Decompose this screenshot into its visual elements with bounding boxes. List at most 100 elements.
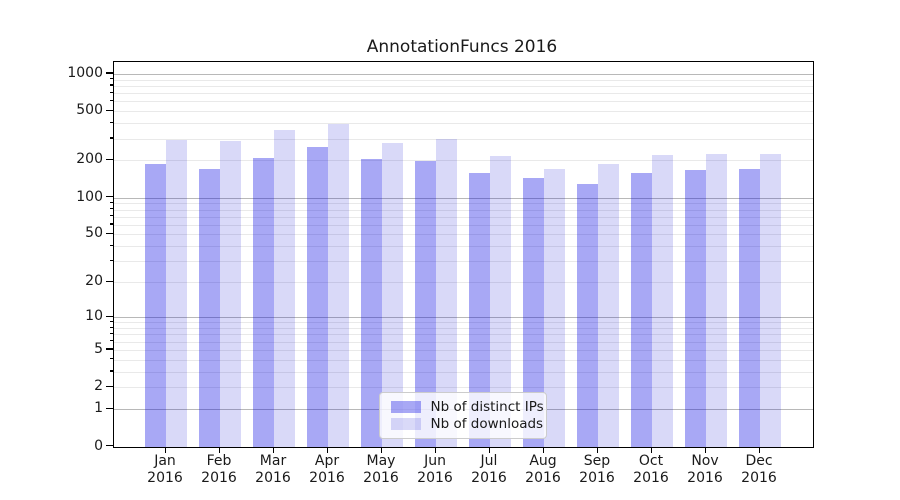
xtick-mark (218, 446, 220, 453)
xtick-mark (650, 446, 652, 453)
ytick-label-20: 20 (85, 273, 103, 290)
xtick-label-sep: Sep 2016 (579, 453, 615, 486)
xtick-label-aug: Aug 2016 (525, 453, 561, 486)
legend-label-distinct-ips: Nb of distinct IPs (430, 398, 544, 415)
ytick-mark (106, 158, 113, 161)
legend-item-downloads: Nb of downloads (390, 416, 543, 432)
gridline-minor (113, 203, 813, 205)
gridline-major (113, 73, 813, 75)
bar-dec-series0 (739, 168, 760, 447)
gridline-minor (113, 246, 813, 248)
gridline-major (113, 197, 813, 199)
xtick-label-oct: Oct 2016 (633, 453, 669, 486)
xtick-label-jul: Jul 2016 (471, 453, 507, 486)
bar-jan-series1 (166, 140, 187, 447)
ytick-minor-mark (109, 223, 113, 225)
plot-area: Nb of distinct IPs Nb of downloads (112, 60, 814, 448)
bar-may-series1 (382, 143, 403, 447)
ytick-minor-mark (109, 320, 113, 323)
xtick-mark (434, 446, 436, 453)
bar-oct-series1 (652, 155, 673, 447)
gridline-minor (113, 216, 813, 218)
gridline-minor (113, 322, 813, 324)
ytick-label-0: 0 (94, 437, 103, 454)
ytick-label-2: 2 (94, 378, 103, 395)
legend-label-downloads: Nb of downloads (430, 415, 544, 432)
ytick-label-1000: 1000 (67, 64, 103, 81)
gridline-minor (113, 341, 813, 343)
ytick-label-5: 5 (94, 340, 103, 357)
gridline-minor (113, 101, 813, 103)
bar-feb-series1 (220, 141, 241, 447)
bar-sep-series1 (598, 164, 619, 447)
legend-swatch-distinct-ips (390, 400, 421, 413)
legend-item-distinct-ips: Nb of distinct IPs (390, 399, 544, 415)
gridline-minor (113, 224, 813, 226)
xtick-mark (596, 446, 598, 453)
bar-jan-series0 (145, 163, 166, 447)
ytick-minor-mark (109, 121, 113, 124)
ytick-minor-mark (109, 201, 113, 204)
bar-jun-series1 (436, 138, 457, 447)
ytick-mark (106, 348, 113, 350)
gridline-minor (113, 85, 813, 87)
ytick-minor-mark (109, 326, 113, 328)
legend: Nb of distinct IPs Nb of downloads (378, 391, 547, 439)
bar-aug-series1 (544, 168, 565, 447)
chart-title: AnnotationFuncs 2016 (366, 37, 558, 57)
xtick-mark (758, 446, 760, 453)
ytick-mark (106, 232, 113, 235)
xtick-label-apr: Apr 2016 (309, 453, 345, 486)
bar-dec-series1 (760, 153, 781, 447)
bar-apr-series0 (307, 147, 328, 447)
bar-nov-series1 (706, 153, 727, 447)
gridline-minor (113, 349, 813, 351)
ytick-minor-mark (109, 208, 113, 210)
xtick-label-dec: Dec 2016 (741, 453, 777, 486)
legend-swatch-downloads (390, 417, 421, 430)
ytick-minor-mark (109, 259, 113, 262)
ytick-label-10: 10 (85, 308, 103, 325)
bar-oct-series0 (631, 172, 652, 447)
xtick-label-nov: Nov 2016 (687, 453, 723, 486)
ytick-mark (106, 385, 113, 388)
ytick-label-100: 100 (76, 188, 103, 205)
xtick-mark (326, 446, 328, 453)
ytick-mark (106, 445, 113, 447)
ytick-label-500: 500 (76, 102, 103, 119)
gridline-minor (113, 79, 813, 81)
xtick-mark (542, 446, 544, 453)
xtick-label-mar: Mar 2016 (255, 453, 291, 486)
gridline-minor (113, 138, 813, 140)
bar-mar-series1 (274, 130, 295, 447)
gridline-minor (113, 387, 813, 389)
xtick-mark (272, 446, 274, 453)
ytick-minor-mark (109, 91, 113, 93)
gridline-minor (113, 261, 813, 263)
ytick-minor-mark (109, 99, 113, 102)
ytick-mark (106, 72, 113, 74)
bar-nov-series0 (685, 169, 706, 447)
gridline-minor (113, 123, 813, 125)
ytick-minor-mark (109, 78, 113, 80)
ytick-minor-mark (109, 332, 113, 335)
bar-aug-series0 (523, 177, 544, 447)
gridline-minor (113, 209, 813, 211)
bar-jul-series0 (469, 172, 490, 447)
bar-may-series0 (361, 159, 382, 447)
ytick-mark (106, 315, 113, 317)
bar-sep-series0 (577, 184, 598, 447)
xtick-label-may: May 2016 (363, 453, 399, 486)
gridline-minor (113, 160, 813, 162)
gridline-major (113, 317, 813, 319)
xtick-label-jun: Jun 2016 (417, 453, 453, 486)
ytick-mark (106, 196, 113, 198)
gridline-minor (113, 282, 813, 284)
gridline-minor (113, 334, 813, 336)
xtick-mark (488, 446, 490, 453)
ytick-minor-mark (109, 244, 113, 247)
ytick-minor-mark (109, 84, 113, 86)
ytick-label-50: 50 (85, 225, 103, 242)
bar-apr-series1 (328, 123, 349, 447)
